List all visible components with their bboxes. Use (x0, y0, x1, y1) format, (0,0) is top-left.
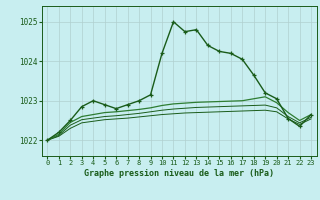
X-axis label: Graphe pression niveau de la mer (hPa): Graphe pression niveau de la mer (hPa) (84, 169, 274, 178)
